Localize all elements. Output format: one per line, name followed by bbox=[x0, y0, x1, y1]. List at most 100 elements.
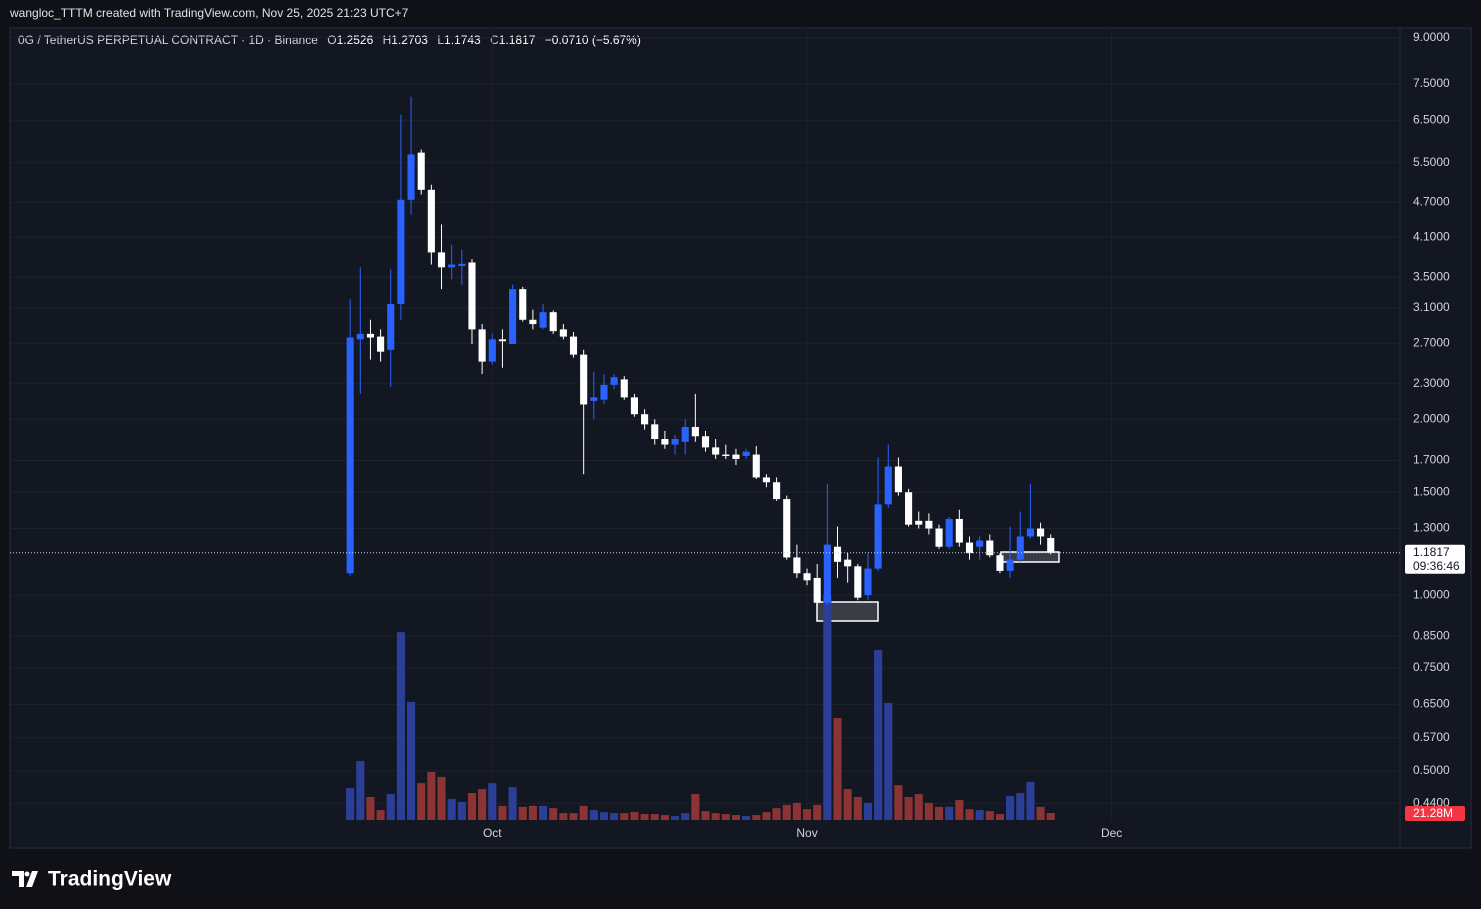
candle-body bbox=[874, 504, 882, 569]
candle-body bbox=[671, 439, 679, 445]
ohlc-value: 1.2703 bbox=[391, 33, 428, 47]
y-tick-label: 1.0000 bbox=[1413, 587, 1450, 601]
volume-bar bbox=[945, 806, 954, 820]
volume-bar bbox=[823, 595, 832, 820]
logo-dot bbox=[24, 871, 30, 877]
candle-body bbox=[346, 337, 354, 574]
volume-bar bbox=[549, 808, 558, 820]
candle-body bbox=[884, 466, 892, 505]
y-tick-label: 7.5000 bbox=[1413, 76, 1450, 90]
volume-label-box bbox=[1405, 806, 1465, 821]
candle-body bbox=[833, 546, 842, 562]
y-tick-label: 1.7000 bbox=[1413, 453, 1450, 467]
candle-body bbox=[762, 477, 770, 483]
volume-bar bbox=[1026, 781, 1035, 820]
volume-bar bbox=[630, 812, 639, 820]
ohlc-label: C bbox=[490, 33, 499, 47]
candle-body bbox=[935, 528, 943, 547]
volume-bar bbox=[427, 771, 436, 820]
candle-body bbox=[701, 436, 710, 448]
volume-bar bbox=[904, 796, 913, 820]
volume-bar bbox=[843, 789, 852, 820]
logo-mark bbox=[12, 871, 38, 887]
volume-bar bbox=[640, 814, 649, 820]
candle-body bbox=[519, 289, 527, 320]
candle-body bbox=[620, 379, 628, 398]
x-tick-label: Oct bbox=[483, 826, 502, 840]
last-price-box bbox=[1405, 544, 1465, 574]
candle-body bbox=[691, 426, 699, 437]
ohlc-value: 1.2526 bbox=[337, 33, 374, 47]
volume-bar bbox=[782, 804, 791, 820]
volume-bar bbox=[579, 805, 588, 820]
volume-bar bbox=[721, 814, 730, 820]
candle-body bbox=[1047, 537, 1055, 553]
candle-body bbox=[590, 397, 598, 401]
candle-body bbox=[641, 414, 649, 425]
candle-body bbox=[955, 518, 963, 543]
x-tick-label: Dec bbox=[1101, 826, 1122, 840]
volume-bar bbox=[975, 810, 984, 820]
change: −0.0710 (−5.67%) bbox=[545, 33, 641, 47]
ohlc-label: H bbox=[383, 33, 392, 47]
ohlc-label: L bbox=[437, 33, 444, 47]
volume-bar bbox=[924, 802, 933, 820]
candle-body bbox=[1006, 559, 1014, 571]
volume-bar bbox=[670, 816, 680, 820]
candle-body bbox=[417, 152, 425, 190]
candle-body bbox=[559, 329, 567, 337]
candle-body bbox=[844, 559, 852, 567]
volume-bar bbox=[711, 813, 720, 820]
candle-body bbox=[773, 482, 781, 500]
volume-bar bbox=[681, 813, 690, 820]
candle-body bbox=[752, 454, 760, 478]
volume-bar bbox=[660, 815, 669, 820]
volume-bar bbox=[833, 718, 842, 820]
volume-bar bbox=[376, 810, 385, 820]
y-tick-label: 4.7000 bbox=[1413, 195, 1450, 209]
y-tick-label: 0.6500 bbox=[1413, 697, 1450, 711]
candle-body bbox=[458, 263, 466, 266]
ohlc-value: 1.1817 bbox=[499, 33, 536, 47]
candle-body bbox=[387, 303, 395, 350]
volume-bar bbox=[965, 809, 974, 820]
highlight-box bbox=[816, 601, 879, 622]
logo-text: TradingView bbox=[48, 868, 172, 891]
volume-bar bbox=[356, 761, 365, 820]
ohlc-value: 1.1743 bbox=[444, 33, 481, 47]
volume-bar bbox=[437, 776, 446, 820]
candle-body bbox=[854, 566, 862, 598]
volume-label: 21.28M bbox=[1413, 806, 1453, 820]
candle-body bbox=[894, 466, 902, 493]
y-tick-label: 3.5000 bbox=[1413, 269, 1450, 283]
volume-bar bbox=[762, 812, 771, 820]
volume-bar bbox=[457, 801, 466, 820]
volume-bar bbox=[772, 808, 781, 820]
candle-body bbox=[448, 264, 456, 268]
symbol-title: 0G / TetherUS PERPETUAL CONTRACT · 1D · … bbox=[18, 33, 318, 47]
volume-bar bbox=[874, 649, 883, 820]
ohlc-label: O bbox=[327, 33, 336, 47]
y-tick-label: 2.0000 bbox=[1413, 411, 1450, 425]
volume-bar bbox=[518, 806, 527, 820]
volume-bar bbox=[1006, 795, 1015, 820]
volume-bar bbox=[528, 805, 537, 820]
candle-body bbox=[539, 312, 547, 328]
candle-body bbox=[742, 451, 750, 457]
volume-bar bbox=[559, 813, 568, 820]
volume-bar bbox=[742, 816, 751, 820]
y-tick-label: 0.5000 bbox=[1413, 763, 1450, 777]
candle-body bbox=[1037, 528, 1045, 537]
x-tick-label: Nov bbox=[796, 826, 817, 840]
volume-bar bbox=[650, 814, 659, 820]
volume-bar bbox=[1036, 806, 1045, 820]
candle-body bbox=[803, 573, 811, 581]
volume-bar bbox=[884, 702, 893, 820]
y-tick-label: 3.1000 bbox=[1413, 300, 1450, 314]
volume-bar bbox=[386, 794, 395, 820]
volume-bar bbox=[1046, 813, 1055, 820]
volume-bar bbox=[955, 799, 964, 820]
y-tick-label: 5.5000 bbox=[1413, 155, 1450, 169]
volume-bar bbox=[538, 805, 548, 820]
volume-bar bbox=[406, 701, 416, 820]
